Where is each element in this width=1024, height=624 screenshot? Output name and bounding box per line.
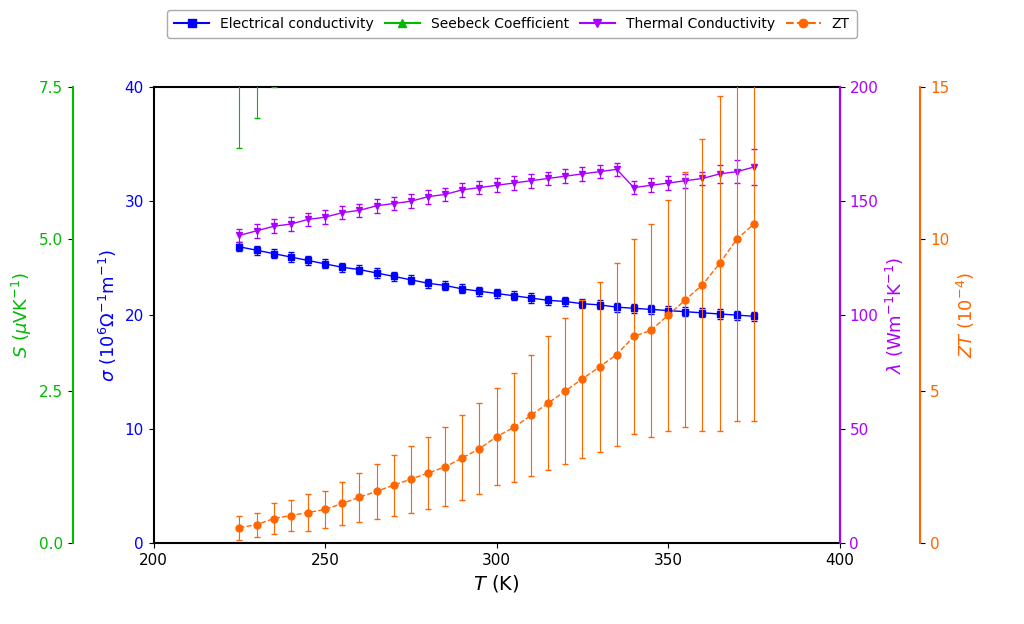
Y-axis label: $S$ ($\mu$VK$^{-1}$): $S$ ($\mu$VK$^{-1}$) bbox=[9, 272, 34, 358]
Y-axis label: $\sigma$ (10$^6$$\Omega$$^{-1}$m$^{-1}$): $\sigma$ (10$^6$$\Omega$$^{-1}$m$^{-1}$) bbox=[97, 248, 119, 382]
Y-axis label: $\lambda$ (Wm$^{-1}$K$^{-1}$): $\lambda$ (Wm$^{-1}$K$^{-1}$) bbox=[884, 256, 906, 374]
X-axis label: $T$ (K): $T$ (K) bbox=[473, 573, 520, 594]
Legend: Electrical conductivity, Seebeck Coefficient, Thermal Conductivity, ZT: Electrical conductivity, Seebeck Coeffic… bbox=[167, 10, 857, 38]
Y-axis label: $ZT$ (10$^{-4}$): $ZT$ (10$^{-4}$) bbox=[954, 272, 977, 358]
